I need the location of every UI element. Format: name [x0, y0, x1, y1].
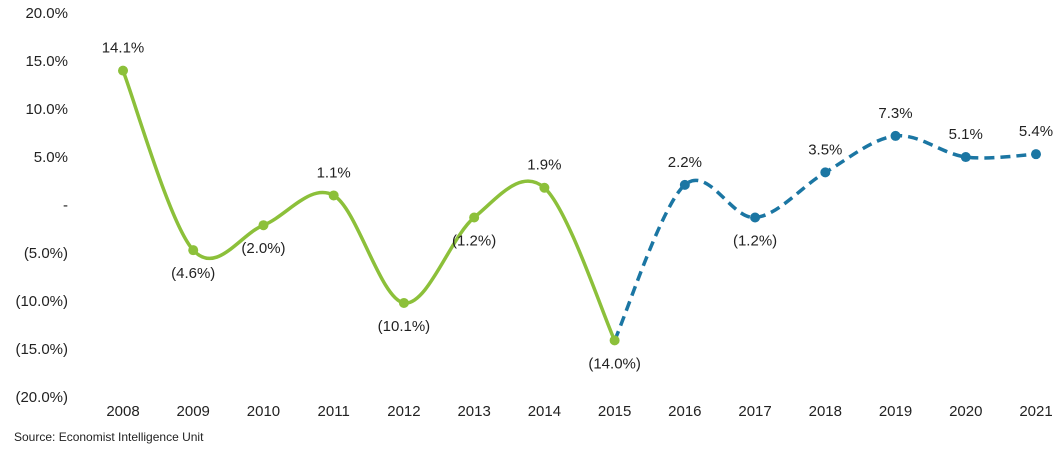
point: [609, 335, 620, 346]
point: [539, 182, 550, 193]
data-label: 14.1%: [102, 40, 145, 57]
x-tick-label: 2017: [738, 403, 771, 420]
data-label: (14.0%): [588, 355, 641, 372]
data-label: 2.2%: [668, 154, 702, 171]
y-tick-label: (20.0%): [15, 389, 68, 406]
x-tick-label: 2021: [1019, 403, 1052, 420]
x-tick-label: 2011: [318, 403, 350, 420]
data-label: (2.0%): [241, 240, 285, 257]
point: [188, 245, 199, 256]
point: [820, 167, 831, 178]
x-tick-label: 2019: [879, 403, 912, 420]
point: [679, 179, 690, 190]
source-note: Source: Economist Intelligence Unit: [14, 430, 204, 444]
x-tick-label: 2016: [668, 403, 701, 420]
y-tick-label: -: [63, 197, 68, 214]
point: [328, 190, 339, 201]
x-tick-label: 2013: [457, 403, 490, 420]
point: [398, 297, 409, 308]
x-tick-label: 2014: [528, 403, 561, 420]
y-tick-label: (5.0%): [24, 245, 68, 262]
point: [960, 152, 971, 163]
point: [750, 212, 761, 223]
x-tick-label: 2008: [106, 403, 139, 420]
y-tick-label: 15.0%: [25, 53, 68, 70]
x-tick-label: 2020: [949, 403, 982, 420]
data-label: (1.2%): [733, 232, 777, 249]
data-label: 1.9%: [527, 157, 561, 174]
y-tick-label: 20.0%: [25, 5, 68, 22]
data-label: 1.1%: [317, 164, 351, 181]
y-tick-label: (10.0%): [15, 293, 68, 310]
x-tick-label: 2009: [177, 403, 210, 420]
point: [118, 65, 128, 76]
point: [258, 220, 269, 231]
data-label: 5.1%: [949, 126, 983, 143]
y-tick-label: 5.0%: [34, 149, 68, 166]
y-tick-label: 10.0%: [25, 101, 68, 118]
x-tick-label: 2018: [809, 403, 842, 420]
point: [469, 212, 480, 223]
x-tick-label: 2012: [387, 403, 420, 420]
data-label: 7.3%: [878, 105, 912, 122]
data-label: (1.2%): [452, 232, 496, 249]
point: [1031, 149, 1041, 160]
x-tick-label: 2010: [247, 403, 280, 420]
data-label: (4.6%): [171, 265, 215, 282]
line: [121, 70, 617, 342]
x-tick-label: 2015: [598, 403, 631, 420]
data-label: (10.1%): [378, 318, 431, 335]
data-label: 3.5%: [808, 141, 842, 158]
data-label: 5.4%: [1019, 123, 1053, 140]
point: [890, 130, 901, 141]
y-tick-label: (15.0%): [15, 341, 68, 358]
